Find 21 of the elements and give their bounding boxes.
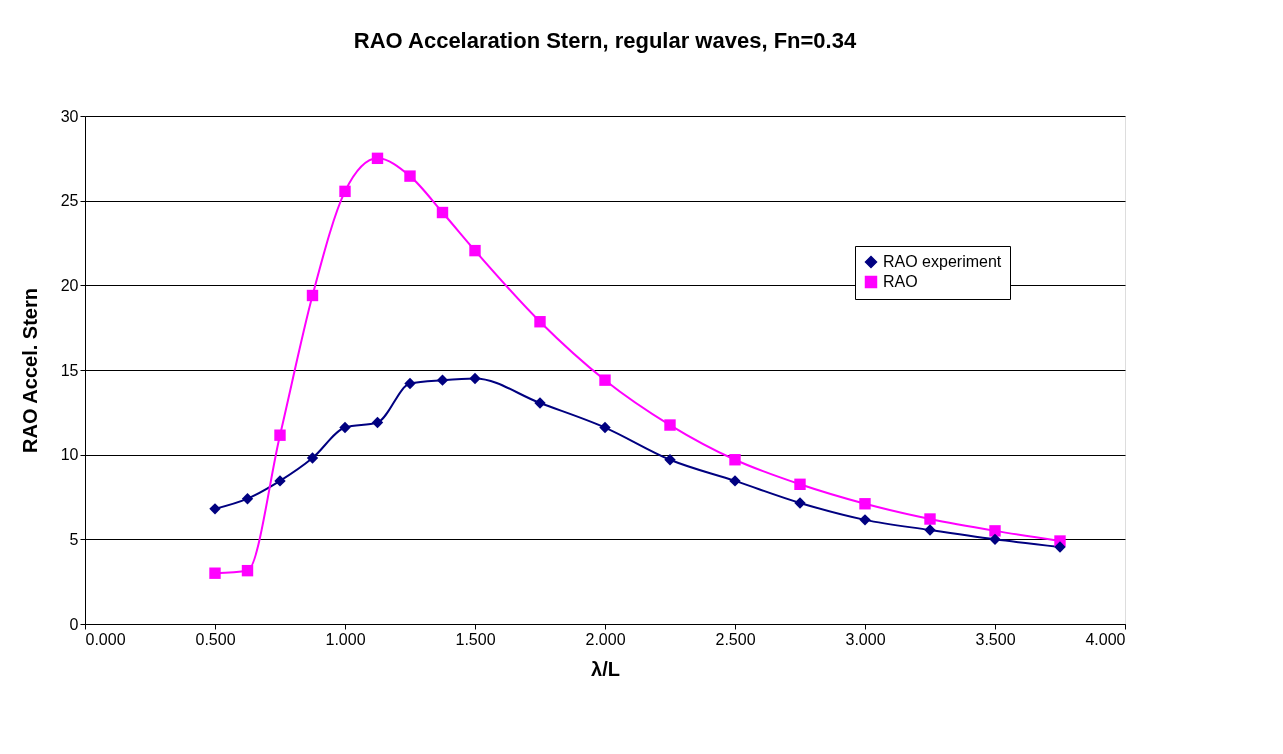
x-tick-label: 3.000: [845, 630, 886, 648]
y-tick-label: 0: [69, 615, 79, 633]
legend-label: RAO: [883, 273, 918, 290]
x-tick-label: 1.500: [455, 630, 496, 648]
x-tick-label: 0.500: [195, 630, 236, 648]
y-tick-label: 30: [60, 107, 79, 125]
y-tick-label: 15: [60, 361, 79, 379]
chart-title: RAO Accelaration Stern, regular waves, Fn=0.34: [353, 28, 857, 53]
y-tick-label: 5: [69, 530, 79, 548]
x-tick-label: 2.000: [585, 630, 626, 648]
legend-label: RAO experiment: [883, 253, 1002, 270]
x-axis-title: λ/L: [591, 657, 620, 680]
x-tick-label: 4.000: [1085, 630, 1126, 648]
y-tick-label: 20: [60, 276, 79, 294]
x-tick-label: 3.500: [975, 630, 1016, 648]
x-tick-label: 0.000: [85, 630, 126, 648]
x-tick-label: 1.000: [325, 630, 366, 648]
y-axis-title: RAO Accel. Stern: [18, 288, 41, 453]
y-tick-label: 10: [60, 446, 79, 464]
y-tick-label: 25: [60, 192, 79, 210]
x-tick-label: 2.500: [715, 630, 756, 648]
